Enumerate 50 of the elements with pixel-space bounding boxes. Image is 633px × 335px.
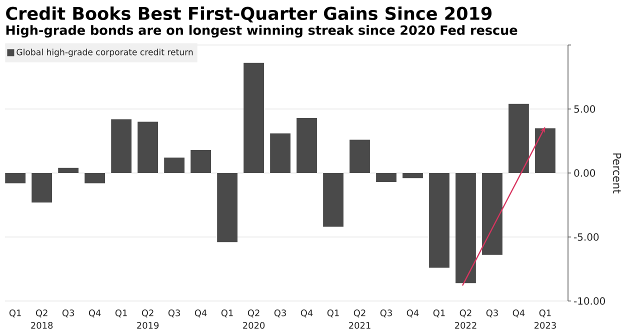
chart-subtitle: High-grade bonds are on longest winning streak since 2020 Fed rescue <box>6 25 518 38</box>
y-tick-label: 0.00 <box>574 169 596 177</box>
x-tick-label: Q4 <box>512 310 525 318</box>
x-tick-label: Q2 2019 <box>137 310 159 329</box>
bar <box>58 168 79 173</box>
bar <box>164 158 185 173</box>
x-tick-label: Q3 <box>380 310 392 318</box>
bar <box>508 104 529 173</box>
legend-label: Global high-grade corporate credit return <box>16 48 193 57</box>
bar <box>138 122 158 173</box>
x-tick-label: Q2 2018 <box>31 310 53 329</box>
x-tick-label: Q4 <box>88 310 101 318</box>
y-tick-label: 5.00 <box>574 105 596 113</box>
x-tick-label: Q2 2020 <box>243 310 265 329</box>
bar <box>111 119 132 173</box>
bar <box>482 173 502 255</box>
bar <box>190 150 211 173</box>
bar <box>217 173 238 242</box>
bar <box>350 140 370 173</box>
x-tick-label: Q1 <box>327 310 339 318</box>
x-tick-label: Q3 <box>168 310 180 318</box>
bar <box>323 173 344 227</box>
x-tick-label: Q1 2023 <box>534 310 556 329</box>
x-tick-label: Q1 <box>433 310 445 318</box>
x-tick-label: Q3 <box>62 310 74 318</box>
bar <box>402 173 423 178</box>
bar <box>376 173 396 182</box>
x-tick-label: Q2 2021 <box>349 310 370 329</box>
x-tick-label: Q1 <box>221 310 233 318</box>
bar <box>535 128 556 173</box>
x-tick-label: Q1 <box>115 310 127 318</box>
bar <box>429 173 450 268</box>
bar <box>5 173 26 184</box>
x-tick-label: Q3 <box>274 310 286 318</box>
x-tick-label: Q4 <box>194 310 207 318</box>
y-tick-label: -10.00 <box>574 297 605 305</box>
x-tick-label: Q4 <box>300 310 313 318</box>
chart-title: Credit Books Best First-Quarter Gains Since 2019 <box>6 6 492 22</box>
x-tick-label: Q3 <box>486 310 498 318</box>
x-tick-label: Q1 <box>9 310 21 318</box>
bar <box>270 133 290 173</box>
x-tick-label: Q4 <box>406 310 419 318</box>
bar <box>456 173 476 284</box>
y-axis-title: Percent <box>612 153 622 194</box>
bar <box>84 173 106 184</box>
y-tick-label: -5.00 <box>574 233 599 241</box>
bar <box>296 118 317 173</box>
x-tick-label: Q2 2022 <box>454 310 476 329</box>
bar <box>32 173 52 202</box>
bar <box>244 62 264 173</box>
